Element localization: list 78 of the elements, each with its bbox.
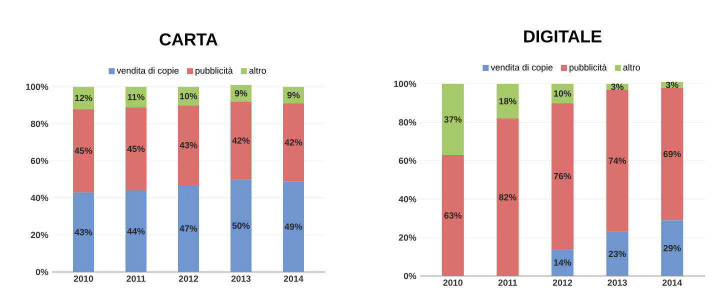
bar	[73, 192, 94, 272]
legend-label: vendita di copie	[116, 67, 179, 76]
bar	[442, 84, 464, 155]
y-tick-label: 100%	[26, 84, 48, 90]
data-label: 44%	[127, 228, 145, 234]
y-tick-label: 80%	[30, 120, 48, 128]
bar	[606, 90, 628, 232]
data-label: 47%	[180, 225, 198, 232]
data-label: 82%	[499, 194, 516, 200]
x-tick-label: 2014	[284, 276, 304, 282]
bar	[552, 249, 574, 276]
bar	[178, 184, 199, 272]
legend-label: altro	[249, 67, 266, 74]
data-label: 69%	[663, 150, 681, 158]
y-tick-label: 100%	[394, 80, 416, 88]
data-label: 14%	[554, 259, 572, 266]
data-label: 10%	[180, 92, 198, 100]
data-label: 74%	[608, 158, 626, 164]
y-tick-label: 60%	[30, 158, 48, 164]
data-label: 29%	[663, 244, 681, 252]
legend-label: vendita di copie	[490, 64, 553, 72]
data-label: 45%	[127, 146, 145, 152]
y-tick-label: 0%	[404, 272, 416, 280]
bar	[442, 154, 464, 276]
data-label: 42%	[284, 139, 302, 146]
bar	[126, 107, 146, 191]
bar	[283, 181, 304, 272]
chart-title: CARTA	[160, 33, 218, 46]
y-tick-label: 40%	[30, 194, 48, 202]
x-tick-label: 2010	[443, 280, 462, 286]
legend-label: pubblicità	[570, 64, 607, 72]
bar	[230, 102, 252, 180]
data-label: 76%	[554, 172, 572, 180]
x-tick-label: 2013	[608, 280, 627, 286]
bar	[496, 118, 519, 276]
data-label: 43%	[74, 229, 92, 236]
y-tick-label: 60%	[398, 158, 416, 164]
x-tick-label: 2010	[74, 276, 94, 282]
data-label: 50%	[232, 222, 250, 229]
legend-label: altro	[623, 64, 640, 71]
data-label: 42%	[232, 137, 250, 144]
bar	[230, 179, 252, 272]
bar	[606, 232, 628, 276]
data-label: 3%	[611, 84, 624, 90]
data-label: 63%	[444, 212, 462, 219]
bar	[126, 190, 146, 272]
x-tick-label: 2014	[662, 280, 682, 286]
data-label: 37%	[444, 116, 462, 123]
chart-title: DIGITALE	[524, 30, 602, 42]
bar	[178, 105, 199, 185]
bar	[552, 103, 574, 250]
x-tick-label: 2013	[231, 276, 251, 282]
data-label: 49%	[284, 223, 302, 230]
y-tick-label: 80%	[398, 119, 416, 126]
x-tick-label: 2012	[178, 276, 198, 282]
y-tick-label: 40%	[398, 196, 416, 202]
data-label: 9%	[287, 92, 300, 98]
y-tick-label: 0%	[36, 268, 48, 276]
data-label: 3%	[666, 82, 678, 88]
y-tick-label: 20%	[398, 234, 416, 241]
data-label: 9%	[234, 90, 248, 97]
bar	[661, 220, 684, 276]
y-tick-label: 20%	[30, 232, 48, 238]
bar	[661, 88, 684, 220]
data-label: 43%	[180, 142, 198, 148]
x-tick-label: 2012	[552, 280, 572, 286]
bar	[73, 109, 94, 192]
legend-label: pubblicità	[196, 67, 233, 76]
x-tick-label: 2011	[126, 276, 146, 282]
data-label: 23%	[608, 250, 626, 258]
data-label: 10%	[554, 90, 572, 97]
data-label: 12%	[75, 94, 92, 102]
data-label: 18%	[499, 98, 516, 104]
bar	[283, 104, 304, 182]
x-tick-label: 2011	[498, 280, 518, 286]
bar	[496, 84, 519, 118]
data-label: 45%	[74, 148, 92, 154]
data-label: 11%	[128, 94, 144, 100]
